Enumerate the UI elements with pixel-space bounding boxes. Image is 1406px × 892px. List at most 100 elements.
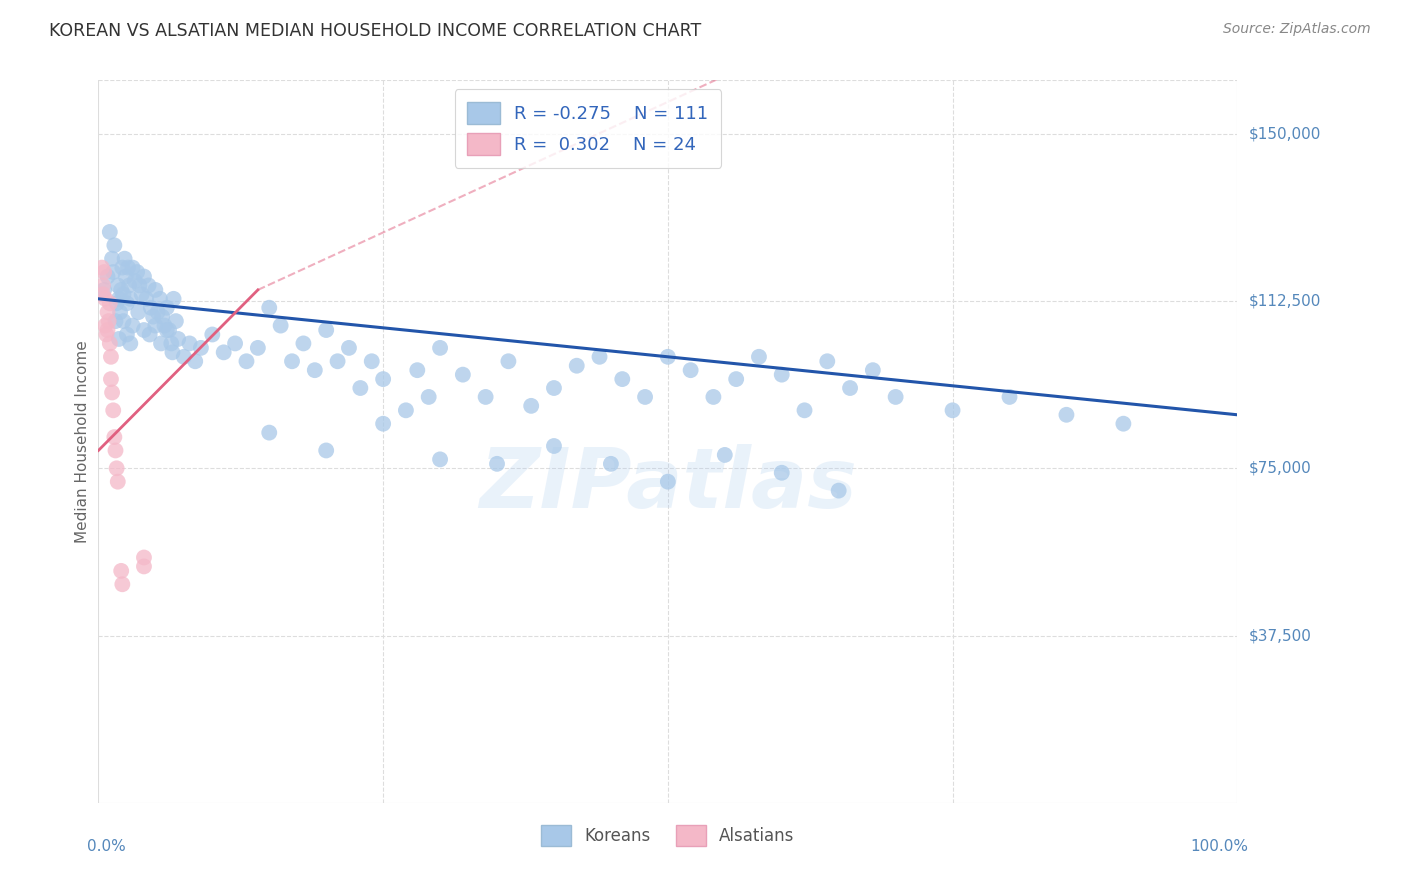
Point <box>108 332 131 346</box>
Point <box>184 354 207 368</box>
Point <box>165 314 187 328</box>
Point <box>145 318 167 333</box>
Point <box>111 260 134 275</box>
Text: 100.0%: 100.0% <box>1191 838 1249 854</box>
Point <box>120 336 142 351</box>
Point <box>105 461 128 475</box>
Point <box>124 274 146 288</box>
Point <box>103 238 125 252</box>
Point <box>138 327 160 342</box>
Point <box>115 327 138 342</box>
Point <box>104 443 127 458</box>
Text: Source: ZipAtlas.com: Source: ZipAtlas.com <box>1223 22 1371 37</box>
Point <box>679 363 702 377</box>
Point <box>138 278 160 293</box>
Text: $37,500: $37,500 <box>1249 628 1312 643</box>
Point <box>118 278 141 293</box>
Point <box>156 323 179 337</box>
Point <box>862 363 884 377</box>
Point <box>349 381 371 395</box>
Point <box>395 403 418 417</box>
Point <box>1054 408 1078 422</box>
Point <box>371 372 394 386</box>
Point <box>101 385 124 400</box>
Point <box>543 381 565 395</box>
Point <box>281 354 304 368</box>
Point <box>486 457 509 471</box>
Point <box>167 332 190 346</box>
Point <box>418 390 440 404</box>
Point <box>114 269 136 284</box>
Point <box>121 260 143 275</box>
Point <box>160 336 183 351</box>
Point <box>135 292 157 306</box>
Point <box>173 350 195 364</box>
Point <box>108 305 131 319</box>
Point <box>360 354 382 368</box>
Text: $112,500: $112,500 <box>1249 293 1320 309</box>
Point <box>153 318 176 333</box>
Point <box>304 363 326 377</box>
Point <box>142 310 165 324</box>
Text: ZIPatlas: ZIPatlas <box>479 444 856 525</box>
Text: KOREAN VS ALSATIAN MEDIAN HOUSEHOLD INCOME CORRELATION CHART: KOREAN VS ALSATIAN MEDIAN HOUSEHOLD INCO… <box>49 22 702 40</box>
Point <box>451 368 474 382</box>
Point <box>748 350 770 364</box>
Point <box>100 350 122 364</box>
Point <box>839 381 862 395</box>
Point <box>96 323 118 337</box>
Text: $75,000: $75,000 <box>1249 461 1312 475</box>
Point <box>600 457 623 471</box>
Point <box>98 336 121 351</box>
Point <box>520 399 543 413</box>
Point <box>107 278 129 293</box>
Point <box>371 417 394 431</box>
Point <box>97 314 120 328</box>
Point <box>157 323 180 337</box>
Point <box>98 225 121 239</box>
Point <box>162 345 184 359</box>
Point <box>315 323 337 337</box>
Point <box>565 359 588 373</box>
Point <box>96 305 118 319</box>
Point <box>94 292 117 306</box>
Point <box>132 559 155 574</box>
Point <box>1112 417 1135 431</box>
Point <box>588 350 610 364</box>
Point <box>315 443 337 458</box>
Point <box>884 390 907 404</box>
Point <box>131 287 153 301</box>
Point <box>104 314 127 328</box>
Point <box>259 301 281 315</box>
Point <box>612 372 634 386</box>
Point <box>815 354 838 368</box>
Point <box>132 323 155 337</box>
Point <box>107 475 129 489</box>
Point <box>162 292 184 306</box>
Point <box>725 372 748 386</box>
Point <box>179 336 201 351</box>
Point <box>259 425 281 440</box>
Point <box>103 430 125 444</box>
Point <box>714 448 737 462</box>
Point <box>121 318 143 333</box>
Point <box>127 265 149 279</box>
Point <box>103 265 125 279</box>
Point <box>657 475 679 489</box>
Point <box>828 483 851 498</box>
Y-axis label: Median Household Income: Median Household Income <box>75 340 90 543</box>
Point <box>145 283 167 297</box>
Point <box>101 252 124 266</box>
Point <box>190 341 212 355</box>
Point <box>498 354 520 368</box>
Point <box>112 287 135 301</box>
Point <box>657 350 679 364</box>
Point <box>94 318 117 333</box>
Point <box>91 287 114 301</box>
Text: $150,000: $150,000 <box>1249 127 1320 141</box>
Point <box>90 260 112 275</box>
Point <box>429 341 451 355</box>
Point <box>942 403 965 417</box>
Point <box>543 439 565 453</box>
Point <box>793 403 815 417</box>
